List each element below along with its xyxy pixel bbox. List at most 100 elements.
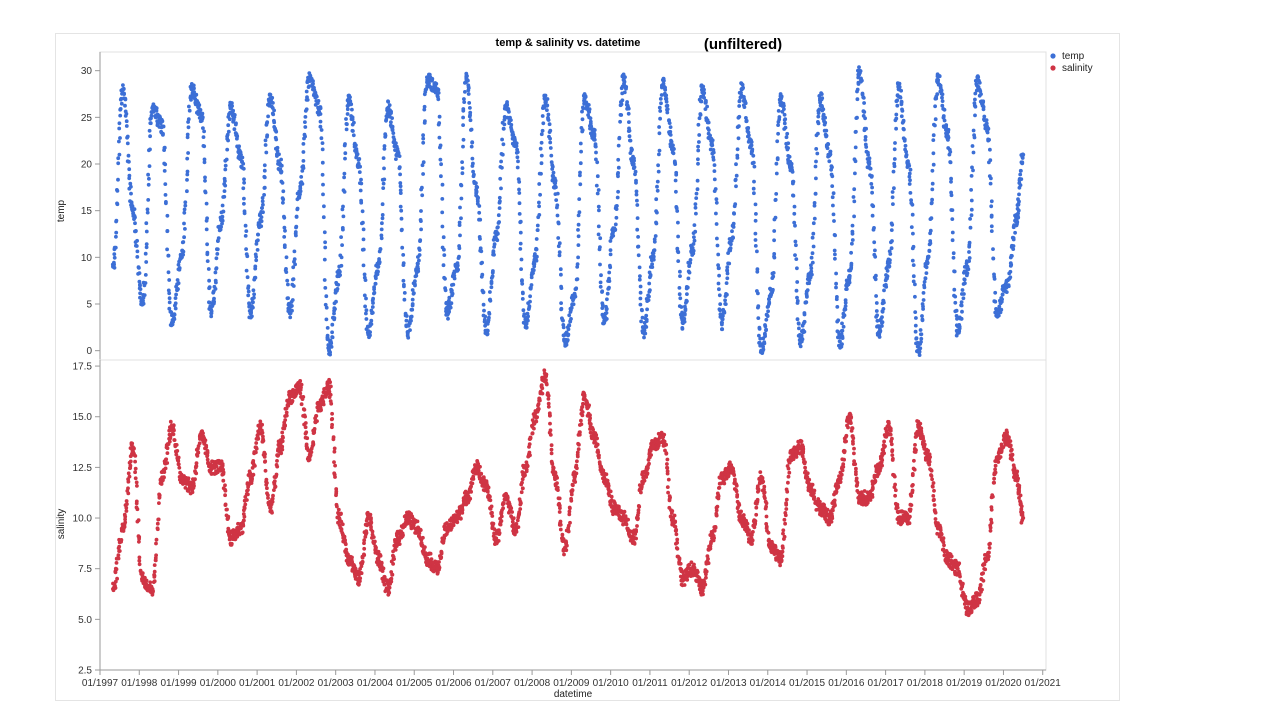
data-point-temp [841, 324, 846, 329]
data-point-temp [381, 186, 386, 191]
data-point-temp [698, 99, 703, 104]
data-point-temp [973, 113, 977, 118]
data-point-salinity [382, 582, 387, 587]
data-point-salinity [156, 517, 161, 522]
data-point-salinity [439, 551, 444, 556]
data-point-salinity [174, 452, 179, 457]
data-point-salinity [114, 561, 119, 565]
data-point-temp [680, 320, 685, 325]
data-point-temp [580, 109, 584, 114]
data-point-salinity [126, 491, 131, 496]
data-point-temp [370, 305, 375, 309]
data-point-temp [1021, 152, 1026, 157]
data-point-temp [135, 238, 139, 243]
data-point-temp [580, 117, 585, 122]
data-point-salinity [374, 545, 378, 550]
data-point-temp [739, 90, 743, 95]
data-point-temp [587, 107, 592, 112]
data-point-temp [500, 137, 504, 142]
data-point-temp [539, 171, 543, 176]
data-point-temp [890, 239, 894, 243]
data-point-temp [685, 299, 689, 304]
data-point-salinity [314, 414, 319, 418]
data-point-temp [374, 276, 378, 281]
data-point-temp [824, 134, 828, 139]
data-point-temp [852, 187, 857, 192]
data-point-temp [723, 302, 728, 306]
data-point-temp [949, 176, 953, 181]
data-point-temp [205, 242, 210, 247]
data-point-temp [361, 247, 366, 252]
data-point-temp [951, 255, 956, 260]
data-point-temp [668, 133, 673, 137]
data-point-temp [984, 118, 989, 122]
data-point-temp [576, 243, 581, 248]
data-point-salinity [305, 436, 310, 441]
data-point-temp [275, 145, 280, 150]
data-point-temp [438, 145, 442, 150]
data-point-temp [176, 287, 180, 291]
data-point-temp [988, 147, 992, 152]
data-point-temp [496, 225, 500, 230]
data-point-temp [955, 329, 960, 335]
data-point-temp [834, 271, 838, 276]
x-tick-label: 01/2020 [985, 678, 1022, 689]
data-point-temp [226, 123, 231, 128]
data-point-temp [975, 74, 980, 78]
data-point-temp [520, 297, 525, 301]
data-point-temp [674, 206, 679, 211]
data-point-temp [141, 298, 145, 303]
data-point-temp [747, 133, 751, 138]
data-point-temp [843, 298, 848, 302]
data-point-temp [833, 252, 837, 257]
data-point-temp [931, 133, 936, 138]
data-point-temp [728, 246, 733, 251]
data-point-temp [791, 179, 796, 184]
data-point-temp [468, 113, 472, 117]
data-point-temp [404, 318, 409, 323]
data-point-temp [451, 282, 456, 287]
data-point-temp [518, 230, 523, 235]
data-point-temp [575, 277, 580, 281]
data-point-temp [693, 205, 698, 210]
data-point-salinity [124, 509, 129, 513]
data-point-temp [910, 258, 915, 263]
data-point-temp [515, 150, 520, 154]
y-tick-label: 12.5 [73, 463, 93, 474]
data-point-temp [631, 161, 636, 167]
data-point-temp [776, 123, 780, 127]
data-point-temp [668, 125, 673, 129]
data-point-temp [655, 179, 660, 184]
data-point-temp [555, 213, 560, 218]
data-point-temp [369, 322, 374, 326]
data-point-temp [177, 266, 182, 270]
data-point-temp [868, 166, 873, 171]
data-point-temp [578, 170, 582, 175]
data-point-temp [559, 272, 563, 277]
data-point-salinity [192, 477, 197, 482]
data-point-salinity [368, 512, 373, 517]
data-point-salinity [124, 499, 129, 503]
data-point-temp [410, 303, 415, 308]
data-point-temp [688, 258, 693, 262]
chart-annotation: (unfiltered) [704, 36, 782, 53]
data-point-temp [700, 87, 705, 92]
data-point-temp [659, 93, 664, 97]
data-point-temp [279, 169, 284, 174]
data-point-temp [483, 314, 488, 319]
data-point-temp [795, 266, 799, 271]
data-point-temp [165, 247, 169, 252]
data-point-salinity [564, 540, 569, 545]
data-point-temp [732, 211, 736, 216]
data-point-salinity [321, 402, 326, 407]
data-point-temp [952, 287, 957, 292]
data-point-temp [893, 141, 897, 145]
data-point-temp [891, 202, 895, 207]
data-point-temp [203, 189, 208, 194]
data-point-temp [1000, 297, 1004, 302]
data-point-temp [515, 165, 520, 170]
data-point-temp [981, 107, 986, 112]
data-point-temp [598, 262, 602, 267]
data-point-temp [576, 234, 581, 239]
data-point-temp [635, 203, 640, 207]
